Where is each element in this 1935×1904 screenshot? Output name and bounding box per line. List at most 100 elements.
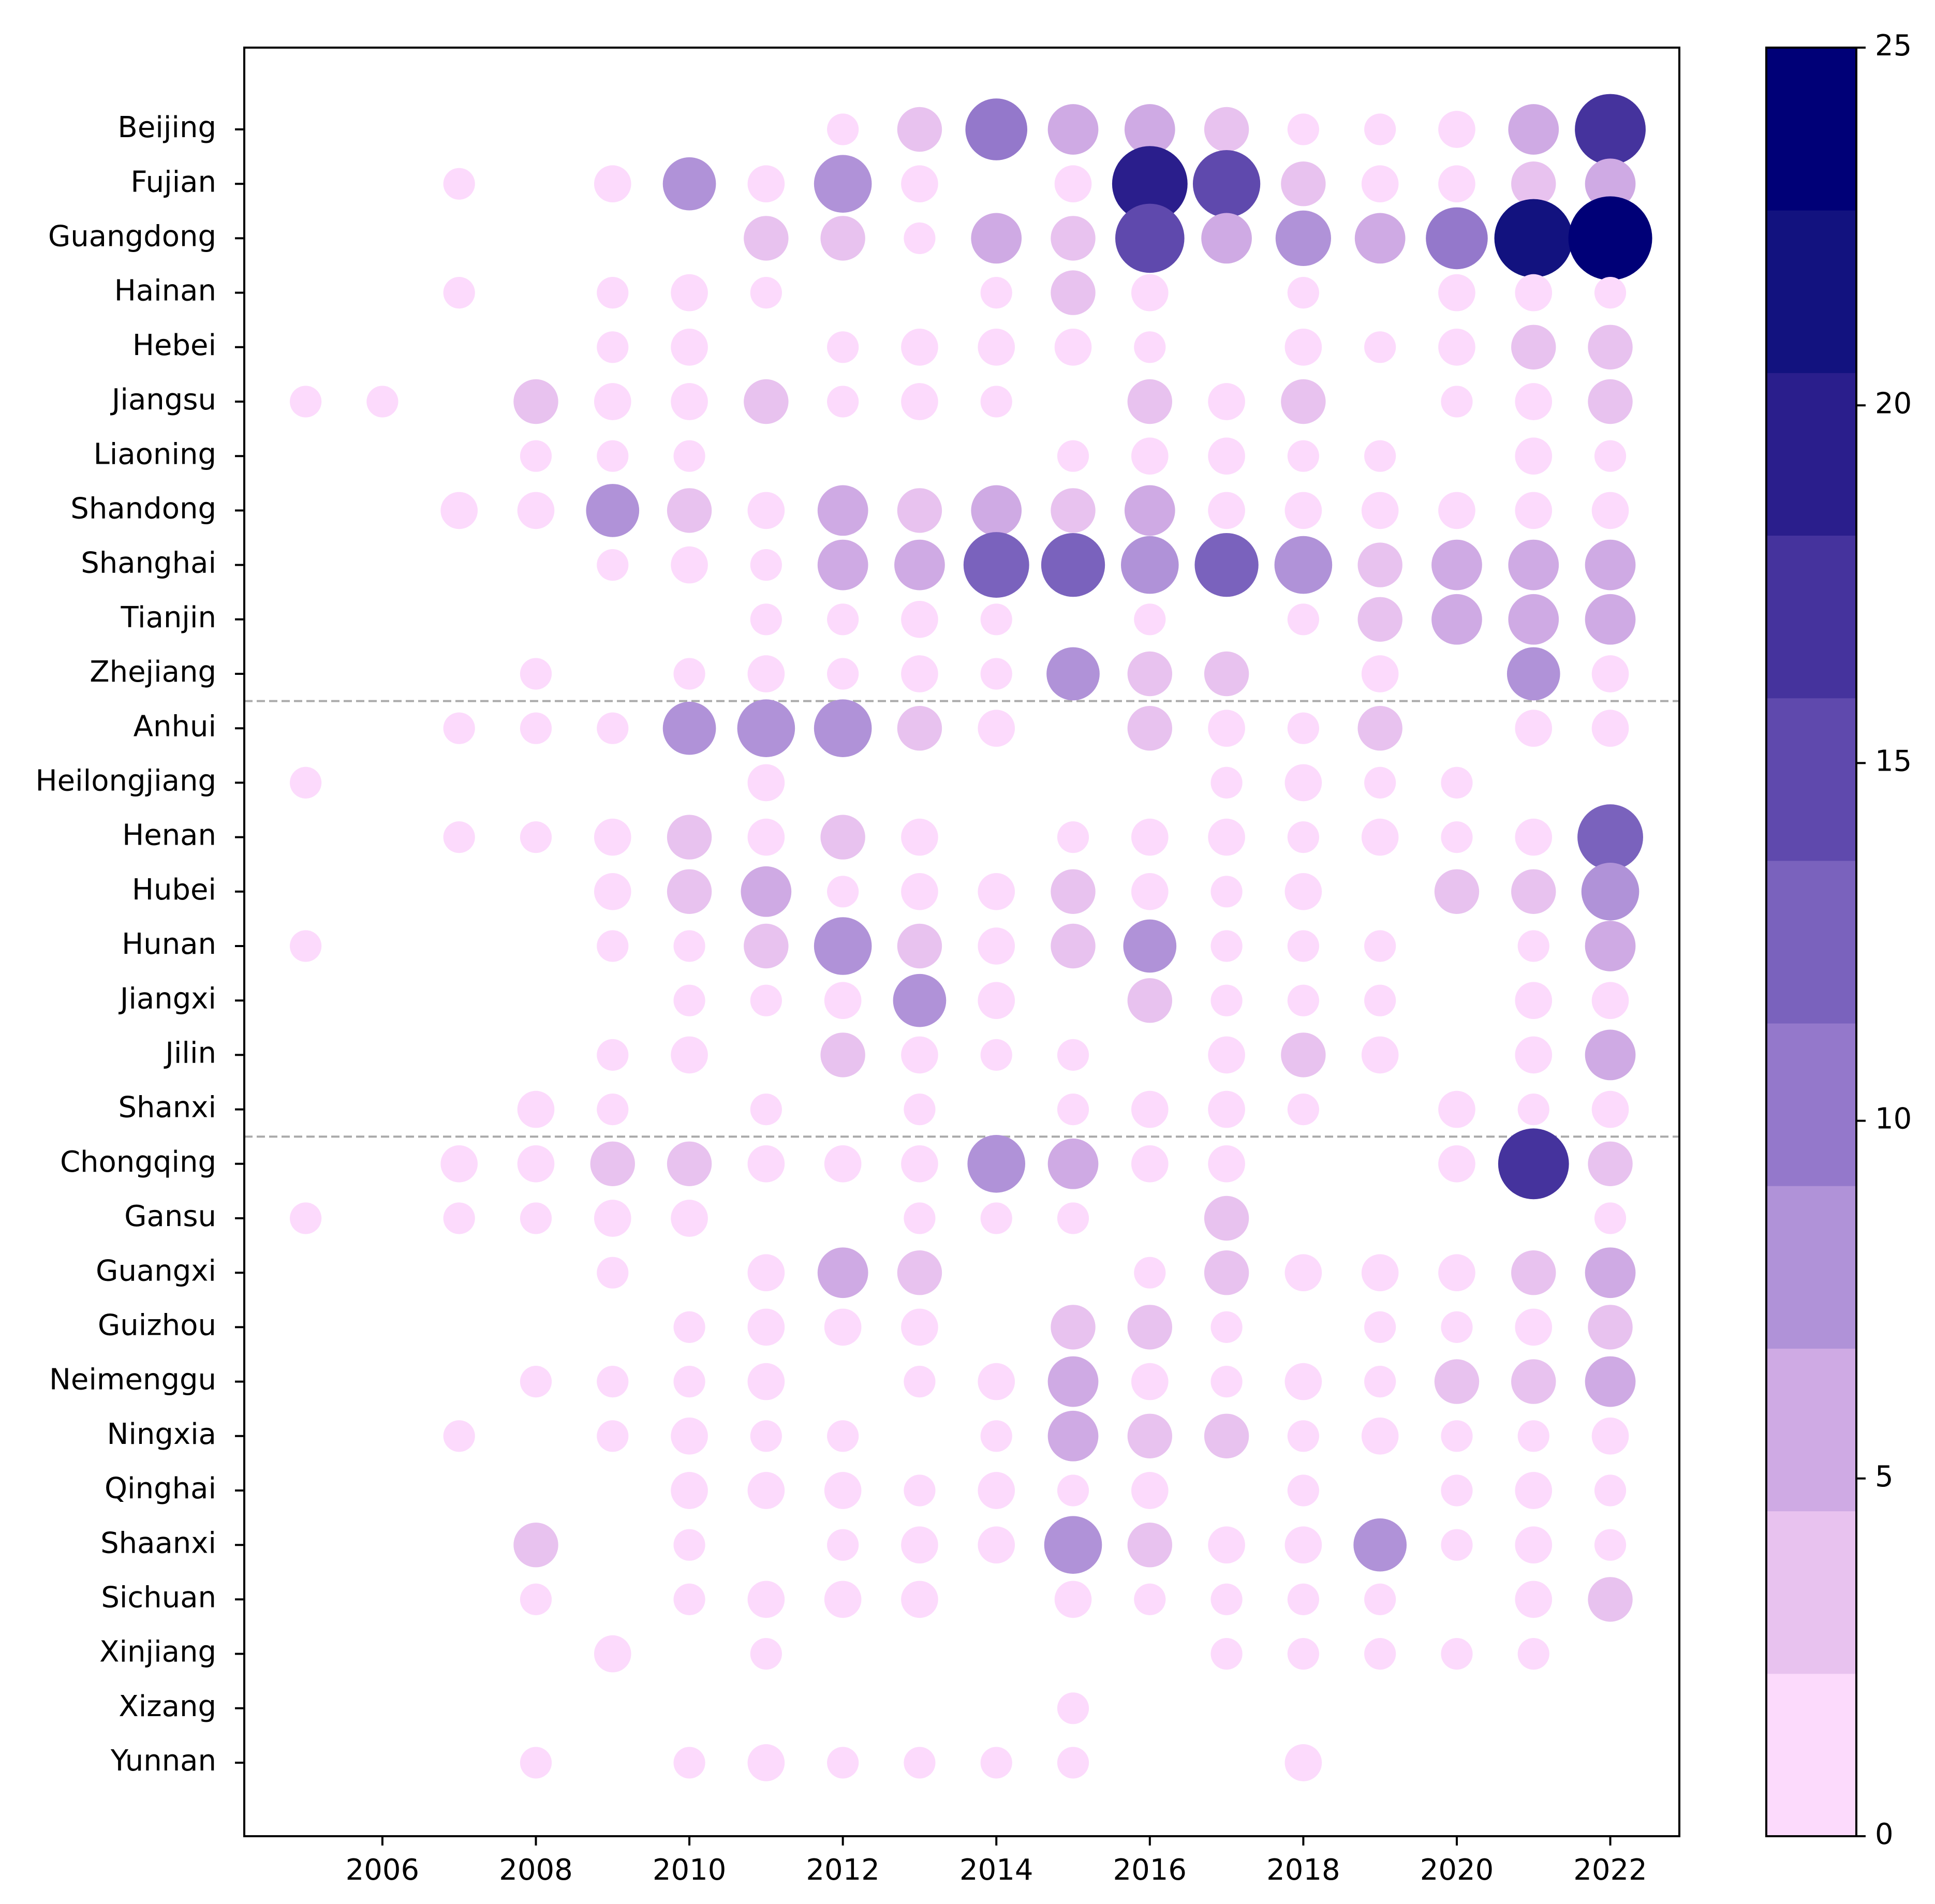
bubble-tianjin-2018 [1287, 603, 1319, 636]
bubble-qinghai-2011 [747, 1472, 785, 1509]
bubble-ningxia-2022 [1591, 1417, 1629, 1455]
y-tick-label: Shaanxi [100, 1526, 216, 1560]
bubble-shandong-2007 [440, 492, 478, 529]
y-tick-label: Jiangsu [110, 383, 216, 417]
bubble-qinghai-2016 [1131, 1472, 1169, 1509]
bubble-henan-2008 [520, 821, 552, 853]
bubble-ningxia-2007 [443, 1420, 475, 1452]
bubble-hunan-2017 [1210, 930, 1243, 962]
bubble-chongqing-2013 [901, 1145, 938, 1183]
bubble-shanxi-2021 [1517, 1094, 1549, 1126]
bubble-henan-2013 [901, 818, 938, 856]
bubble-tianjin-2016 [1134, 603, 1166, 636]
bubble-fujian-2022 [1585, 158, 1636, 210]
bubble-anhui-2007 [443, 712, 475, 744]
bubble-guizhou-2011 [747, 1308, 785, 1346]
bubble-tianjin-2020 [1431, 594, 1482, 645]
bubble-shandong-2022 [1591, 492, 1629, 529]
bubble-zhejiang-2019 [1361, 655, 1399, 692]
bubble-shaanxi-2020 [1441, 1529, 1473, 1561]
y-tick-label: Gansu [124, 1200, 216, 1233]
bubble-guangdong-2014 [971, 213, 1022, 264]
bubble-hubei-2009 [594, 873, 631, 910]
bubble-jiangsu-2018 [1281, 379, 1326, 424]
bubble-hubei-2020 [1434, 869, 1480, 914]
bubble-hubei-2015 [1051, 869, 1096, 914]
bubble-yunnan-2011 [747, 1744, 785, 1781]
bubble-ningxia-2017 [1204, 1413, 1249, 1458]
bubble-liaoning-2019 [1364, 440, 1396, 472]
bubble-shaanxi-2013 [901, 1526, 938, 1564]
bubble-shanghai-2018 [1274, 536, 1333, 594]
bubble-shaanxi-2012 [827, 1529, 859, 1561]
bubble-jilin-2014 [980, 1039, 1012, 1071]
bubble-beijing-2018 [1287, 113, 1319, 145]
colorbar-segment [1766, 1023, 1856, 1186]
bubble-jiangsu-2008 [513, 379, 558, 424]
bubble-hubei-2022 [1581, 863, 1639, 921]
bubble-gansu-2005 [290, 1202, 322, 1234]
bubble-chongqing-2014 [967, 1135, 1026, 1193]
bubble-guangdong-2011 [744, 216, 789, 261]
colorbar-tick-label: 15 [1875, 745, 1912, 778]
bubble-guangxi-2019 [1361, 1254, 1399, 1292]
bubble-guangdong-2021 [1494, 199, 1573, 278]
bubble-neimenggu-2009 [597, 1366, 629, 1398]
bubble-chongqing-2009 [590, 1141, 635, 1186]
bubble-guangxi-2020 [1438, 1254, 1475, 1292]
bubble-shanxi-2013 [904, 1094, 936, 1126]
x-tick-label: 2020 [1420, 1853, 1494, 1887]
bubble-xinjiang-2011 [750, 1638, 782, 1670]
bubble-shaanxi-2019 [1353, 1518, 1407, 1572]
bubble-guangdong-2017 [1201, 213, 1252, 264]
bubble-chongqing-2020 [1438, 1145, 1475, 1183]
bubble-ningxia-2010 [671, 1417, 708, 1455]
bubble-shandong-2017 [1208, 492, 1245, 529]
y-tick-label: Xizang [119, 1690, 216, 1723]
bubble-yunnan-2013 [904, 1747, 936, 1779]
y-tick-label: Chongqing [60, 1145, 216, 1179]
y-tick-label: Liaoning [94, 437, 216, 471]
bubble-fujian-2021 [1511, 161, 1556, 206]
bubble-chongqing-2022 [1588, 1141, 1633, 1186]
bubble-sichuan-2008 [520, 1583, 552, 1615]
plot-frame [243, 47, 1680, 1837]
bubble-hebei-2019 [1364, 331, 1396, 363]
bubble-shanxi-2020 [1438, 1090, 1475, 1128]
bubble-anhui-2010 [662, 701, 716, 755]
bubble-qinghai-2015 [1057, 1474, 1089, 1507]
bubble-sichuan-2021 [1515, 1581, 1553, 1618]
bubble-jiangsu-2012 [827, 386, 859, 418]
bubble-ningxia-2019 [1361, 1417, 1399, 1455]
bubble-jiangsu-2014 [980, 386, 1012, 418]
bubble-jiangxi-2016 [1127, 978, 1173, 1023]
bubble-ningxia-2018 [1287, 1420, 1319, 1452]
bubble-hunan-2015 [1051, 923, 1096, 969]
y-tick-label: Hainan [114, 274, 216, 308]
bubble-anhui-2008 [520, 712, 552, 744]
bubble-shanxi-2009 [597, 1094, 629, 1126]
bubble-xinjiang-2017 [1210, 1638, 1243, 1670]
bubble-neimenggu-2018 [1284, 1363, 1322, 1400]
bubble-guizhou-2020 [1441, 1311, 1473, 1343]
colorbar-tick-label: 5 [1875, 1460, 1894, 1494]
y-tick-label: Guizhou [98, 1309, 216, 1342]
bubble-gansu-2022 [1594, 1202, 1627, 1234]
bubble-hunan-2013 [897, 923, 942, 969]
y-tick-label: Jiangxi [119, 982, 216, 1015]
y-tick-label: Shandong [70, 492, 216, 526]
bubble-chongqing-2015 [1047, 1138, 1099, 1189]
bubble-hebei-2013 [901, 328, 938, 366]
colorbar-segment [1766, 1673, 1856, 1837]
bubble-jiangsu-2017 [1208, 383, 1245, 420]
bubble-jiangsu-2020 [1441, 386, 1473, 418]
bubble-sichuan-2016 [1134, 1583, 1166, 1615]
bubble-shanxi-2017 [1208, 1090, 1245, 1128]
bubble-jiangsu-2010 [671, 383, 708, 420]
bubble-heilongjiang-2020 [1441, 766, 1473, 799]
bubble-chongqing-2008 [517, 1145, 555, 1183]
bubble-sichuan-2011 [747, 1581, 785, 1618]
bubble-chongqing-2007 [440, 1145, 478, 1183]
bubble-xinjiang-2018 [1287, 1638, 1319, 1670]
bubble-jiangsu-2021 [1515, 383, 1553, 420]
